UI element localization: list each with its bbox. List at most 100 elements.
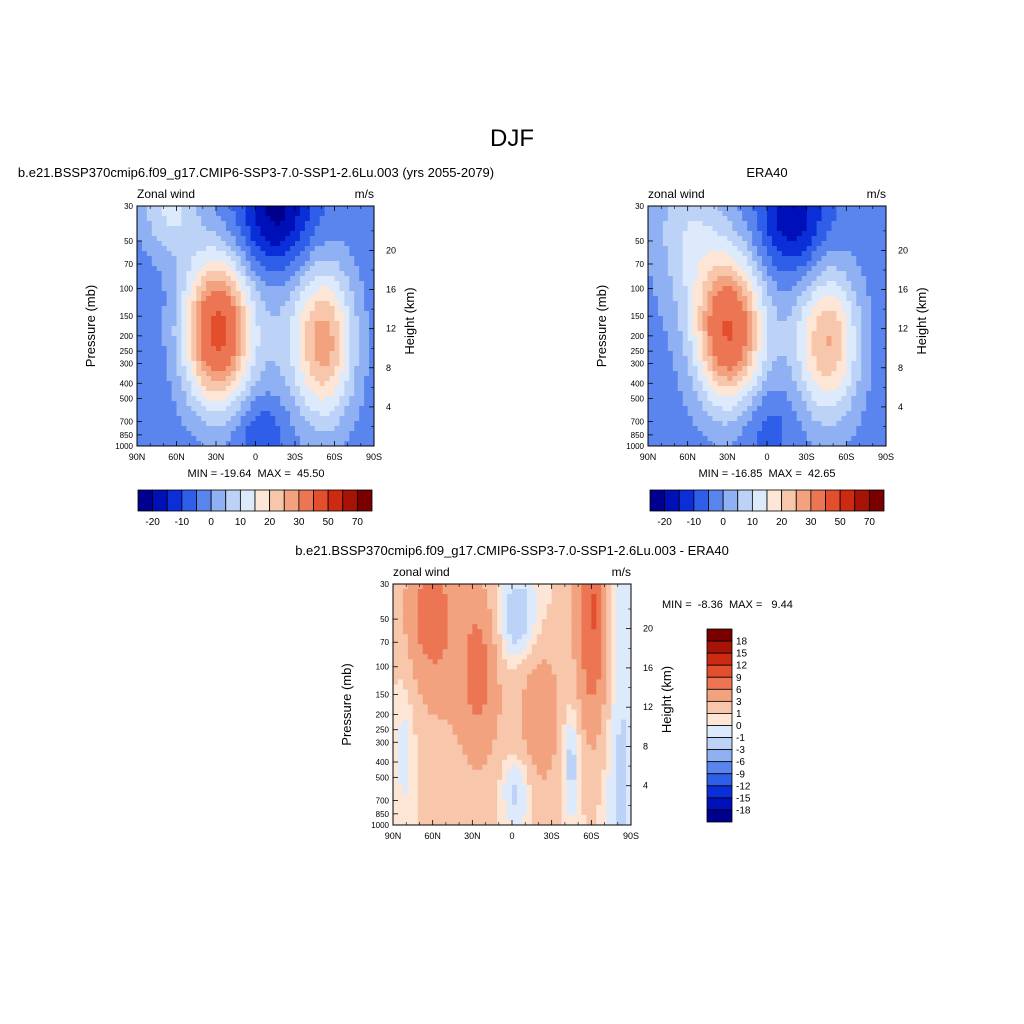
field-cell <box>581 594 587 600</box>
field-cell <box>648 431 654 437</box>
field-cell <box>762 236 768 242</box>
field-cell <box>354 366 360 372</box>
field-cell <box>652 386 659 392</box>
field-cell <box>299 211 306 217</box>
field-cell <box>137 436 143 442</box>
field-cell <box>235 236 242 242</box>
field-cell <box>732 376 738 382</box>
field-cell <box>796 346 803 352</box>
field-cell <box>186 401 192 407</box>
field-cell <box>412 584 419 590</box>
field-cell <box>712 401 719 407</box>
field-cell <box>295 331 301 337</box>
field-cell <box>707 361 714 367</box>
field-cell <box>722 216 728 222</box>
field-cell <box>846 251 852 257</box>
field-cell <box>329 236 336 242</box>
field-cell <box>161 346 168 352</box>
field-cell <box>826 371 833 377</box>
field-cell <box>881 391 886 397</box>
field-cell <box>722 231 728 237</box>
field-cell <box>682 221 689 227</box>
field-cell <box>781 436 788 442</box>
field-cell <box>329 376 336 382</box>
field-cell <box>697 386 704 392</box>
field-cell <box>334 386 341 392</box>
field-cell <box>285 236 291 242</box>
field-cell <box>304 316 311 322</box>
field-cell <box>364 321 370 327</box>
field-cell <box>786 281 793 287</box>
field-cell <box>349 336 355 342</box>
field-cell <box>299 441 306 446</box>
field-cell <box>146 256 153 262</box>
field-cell <box>648 331 654 337</box>
field-cell <box>717 371 723 377</box>
field-cell <box>220 381 227 387</box>
field-cell <box>285 246 291 252</box>
field-cell <box>280 351 286 357</box>
field-cell <box>255 386 262 392</box>
field-cell <box>393 589 399 595</box>
field-cell <box>482 594 488 600</box>
field-cell <box>349 251 355 257</box>
field-cell <box>648 421 654 427</box>
field-cell <box>151 206 158 212</box>
field-cell <box>811 326 818 332</box>
field-cell <box>757 426 763 432</box>
field-cell <box>344 266 350 272</box>
field-cell <box>146 421 153 427</box>
field-cell <box>186 296 192 302</box>
field-cell <box>712 206 719 212</box>
field-cell <box>767 286 773 292</box>
field-cell <box>211 406 217 412</box>
field-cell <box>861 401 867 407</box>
field-cell <box>762 326 768 332</box>
field-cell <box>171 386 178 392</box>
field-cell <box>245 381 252 387</box>
field-cell <box>871 271 877 277</box>
field-cell <box>201 406 207 412</box>
field-cell <box>781 441 788 446</box>
field-cell <box>196 371 202 377</box>
field-cell <box>796 406 803 412</box>
field-cell <box>776 281 783 287</box>
field-cell <box>245 306 252 312</box>
field-cell <box>657 281 664 287</box>
field-cell <box>156 426 163 432</box>
field-cell <box>240 371 247 377</box>
field-cell <box>677 336 684 342</box>
field-cell <box>186 321 192 327</box>
field-cell <box>717 316 723 322</box>
field-cell <box>211 381 217 387</box>
field-cell <box>672 241 679 247</box>
field-cell <box>791 356 798 362</box>
field-cell <box>836 331 842 337</box>
field-cell <box>836 406 842 412</box>
field-cell <box>260 361 266 367</box>
field-cell <box>280 371 286 377</box>
field-cell <box>146 441 153 446</box>
field-cell <box>314 216 321 222</box>
field-cell <box>861 316 867 322</box>
y2-tick-label: 20 <box>386 245 396 255</box>
field-cell <box>747 316 753 322</box>
field-cell <box>677 211 684 217</box>
field-cell <box>339 296 345 302</box>
field-cell <box>801 291 808 297</box>
field-cell <box>285 406 291 412</box>
field-cell <box>722 276 728 282</box>
field-cell <box>657 256 664 262</box>
field-cell <box>796 266 803 272</box>
field-cell <box>176 386 183 392</box>
field-cell <box>791 311 798 317</box>
field-cell <box>319 361 326 367</box>
field-cell <box>344 346 350 352</box>
field-cell <box>304 251 311 257</box>
field-cell <box>786 351 793 357</box>
field-cell <box>727 431 733 437</box>
field-cell <box>245 331 252 337</box>
field-cell <box>732 336 738 342</box>
field-cell <box>235 351 242 357</box>
field-cell <box>201 421 207 427</box>
